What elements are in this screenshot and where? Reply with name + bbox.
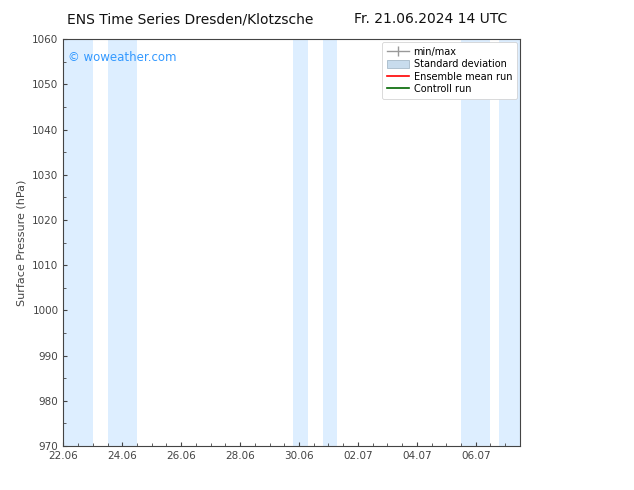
Bar xyxy=(499,39,520,446)
Bar xyxy=(461,39,491,446)
Bar xyxy=(293,39,308,446)
Legend: min/max, Standard deviation, Ensemble mean run, Controll run: min/max, Standard deviation, Ensemble me… xyxy=(382,42,517,99)
Bar xyxy=(63,39,93,446)
Bar xyxy=(108,39,137,446)
Bar xyxy=(323,39,337,446)
Text: Fr. 21.06.2024 14 UTC: Fr. 21.06.2024 14 UTC xyxy=(354,12,508,26)
Y-axis label: Surface Pressure (hPa): Surface Pressure (hPa) xyxy=(16,179,27,306)
Text: ENS Time Series Dresden/Klotzsche: ENS Time Series Dresden/Klotzsche xyxy=(67,12,313,26)
Text: © woweather.com: © woweather.com xyxy=(68,51,176,64)
